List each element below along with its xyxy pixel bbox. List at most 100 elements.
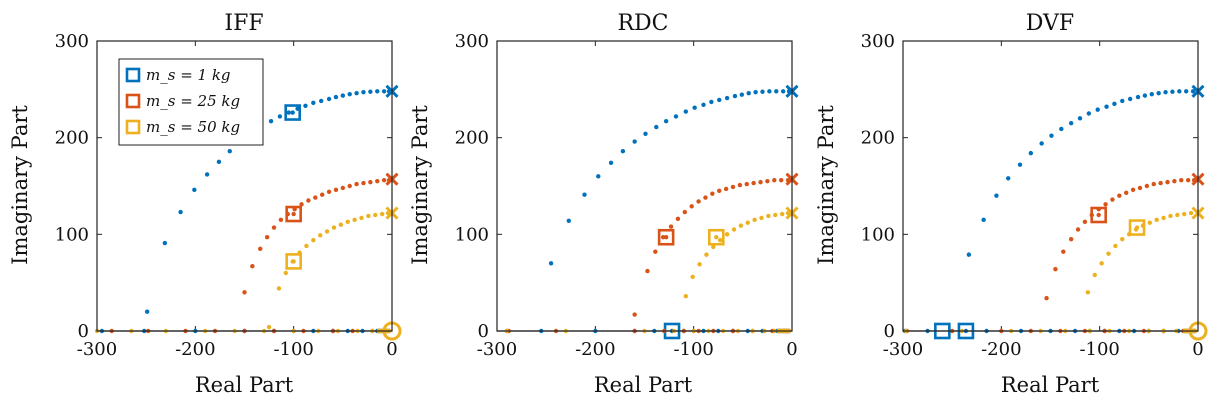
locus-point [291, 211, 296, 217]
series-0 [504, 84, 799, 334]
tick-labels: -300 -200 -100 0 0 100 200 300 [455, 31, 798, 360]
locus-point [1120, 98, 1125, 104]
locus-point [774, 89, 779, 94]
x-axis-label: Real Part [1001, 373, 1100, 397]
locus-point [340, 93, 346, 98]
locus-point [373, 212, 378, 218]
locus-point [1053, 266, 1058, 272]
axes-frame [496, 40, 793, 332]
locus-point [178, 209, 183, 215]
locus-point [692, 105, 697, 110]
locus-point [1179, 178, 1184, 183]
locus-point [319, 98, 324, 104]
locus-point [379, 211, 385, 217]
axes-frame [96, 40, 393, 332]
locus-point [286, 110, 291, 115]
locus-point [291, 259, 296, 264]
locus-point [326, 189, 332, 194]
locus-point [1106, 251, 1111, 256]
locus-point [643, 131, 648, 136]
locus-point [283, 270, 288, 276]
x-tick-label: 0 [786, 339, 797, 360]
locus-point [277, 114, 283, 119]
tick-labels: -300 -200 -100 0 0 100 200 300 [55, 31, 398, 360]
locus-point [1117, 193, 1122, 198]
locus-point [1144, 183, 1150, 189]
plot-area [497, 84, 799, 340]
x-tick-label: -200 [575, 339, 615, 360]
locus-point [250, 264, 255, 269]
y-axis-label: Imaginary Part [8, 105, 32, 265]
selected-gain-marker [284, 104, 301, 121]
locus-point [697, 262, 702, 267]
locus-point [1068, 236, 1074, 242]
locus-point [1190, 89, 1196, 94]
locus-point [345, 219, 350, 224]
locus-point [1161, 215, 1166, 221]
locus-point [368, 179, 373, 185]
legend-box [118, 58, 264, 146]
locus-point [1099, 261, 1104, 266]
locus-point [745, 220, 750, 225]
locus-point [683, 294, 688, 299]
locus-point [1110, 197, 1115, 202]
locus-point [752, 217, 757, 223]
locus-point [162, 240, 168, 246]
locus-point [268, 119, 274, 124]
locus-point [1182, 211, 1187, 217]
locus-point [704, 252, 709, 257]
panel-rdc: RDC Imaginary Part Real Part -300 -200 -10… [408, 11, 799, 397]
x-tick-label: 0 [386, 339, 397, 360]
x-axis-label: Real Part [594, 373, 693, 397]
locus-point [338, 222, 344, 227]
locus-point [1127, 96, 1133, 102]
locus-point [340, 185, 346, 191]
locus-point [303, 103, 308, 108]
locus-point [266, 324, 272, 330]
x-tick-label: -100 [273, 339, 313, 360]
locus-point [760, 89, 765, 94]
locus-point [994, 193, 999, 198]
locus-point [1137, 185, 1143, 191]
locus-point [216, 159, 222, 165]
locus-point [730, 184, 736, 190]
locus-point [1165, 179, 1170, 185]
plot-area [902, 84, 1208, 341]
x-tick-label: -300 [477, 339, 517, 360]
locus-point [333, 187, 339, 193]
locus-point [717, 97, 722, 103]
selected-gain-marker [285, 205, 302, 223]
locus-point [1049, 133, 1054, 138]
locus-point [682, 209, 688, 215]
locus-point [381, 89, 387, 94]
locus-point [1075, 227, 1081, 232]
axes-frame [902, 40, 1199, 332]
x-tick-label: -100 [1079, 339, 1119, 360]
locus-point [732, 93, 738, 99]
locus-point [608, 160, 614, 165]
legend-swatch [125, 93, 141, 109]
locus-point [653, 249, 658, 254]
locus-point [242, 290, 247, 295]
locus-point [966, 252, 972, 257]
locus-point [1134, 225, 1140, 230]
locus-point [766, 213, 771, 219]
selected-gain-marker [285, 253, 302, 270]
y-tick-label: 100 [55, 224, 89, 245]
locus-point [759, 215, 764, 221]
locus-point [645, 268, 650, 274]
locus-point [714, 235, 719, 240]
tick-labels: -300 -200 -100 0 0 100 200 300 [861, 31, 1204, 360]
locus-point [668, 224, 674, 229]
locus-point [1188, 210, 1194, 216]
locus-point [1077, 116, 1083, 121]
locus-point [258, 246, 263, 252]
locus-point [311, 100, 316, 106]
locus-point [227, 149, 232, 154]
panel-title: IFF [224, 11, 263, 36]
y-tick-label: 100 [861, 224, 895, 245]
locus-point [703, 195, 708, 200]
locus-point [753, 90, 758, 95]
locus-point [1017, 162, 1023, 167]
locus-point [1112, 101, 1117, 107]
